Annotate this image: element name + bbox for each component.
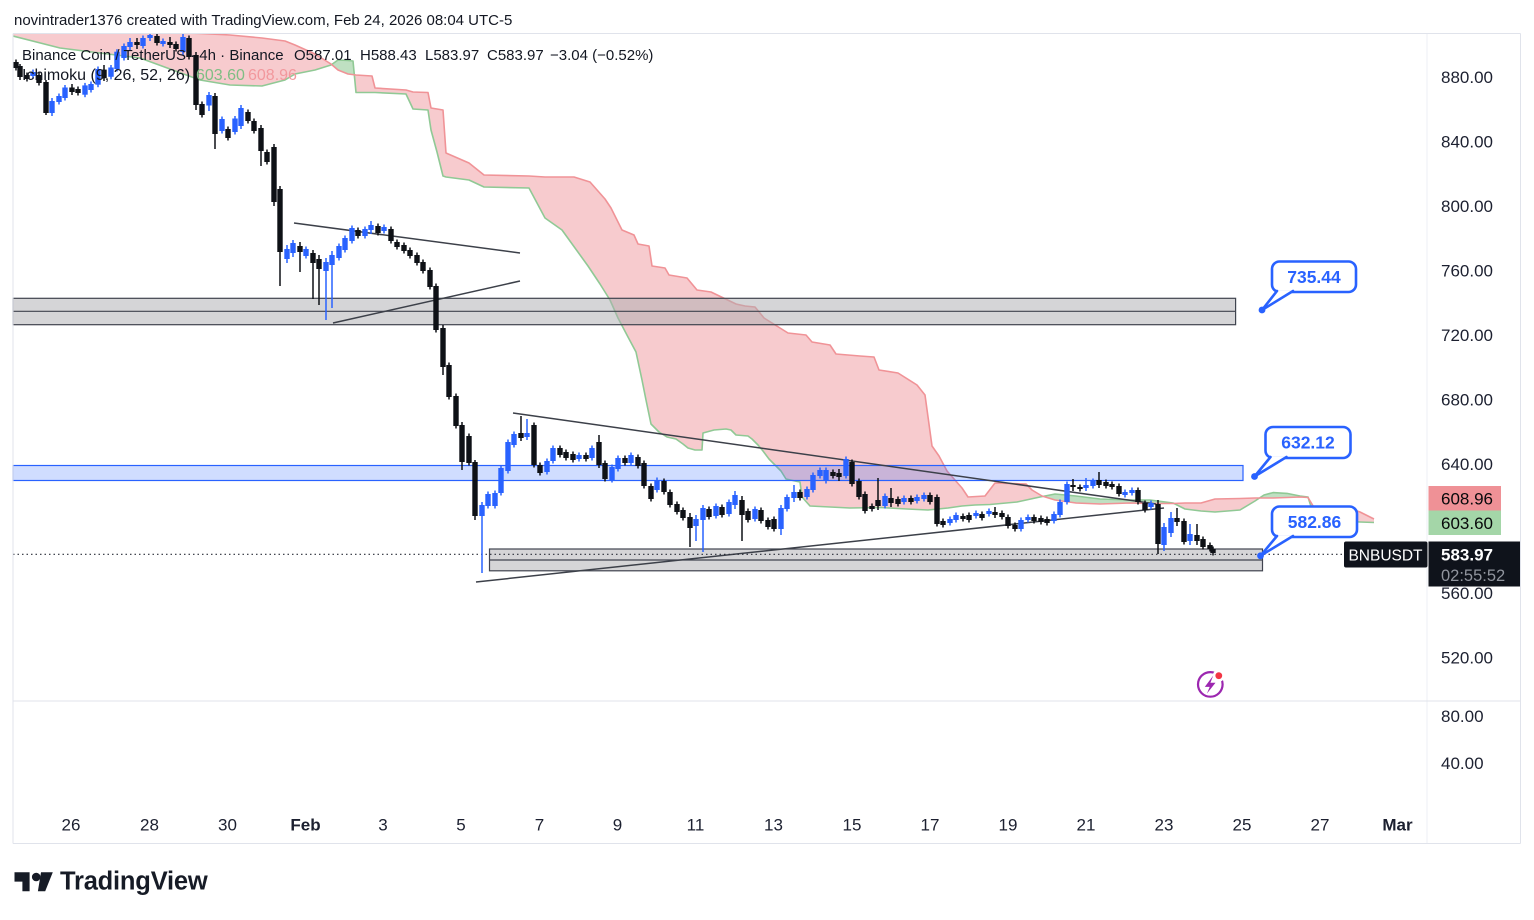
svg-text:19: 19 — [999, 816, 1018, 835]
svg-text:Feb: Feb — [290, 816, 320, 835]
svg-text:680.00: 680.00 — [1441, 391, 1493, 410]
svg-text:15: 15 — [843, 816, 862, 835]
svg-text:583.97: 583.97 — [1441, 546, 1493, 565]
svg-text:02:55:52: 02:55:52 — [1441, 567, 1505, 585]
svg-text:632.12: 632.12 — [1281, 433, 1335, 453]
svg-text:13: 13 — [764, 816, 783, 835]
svg-text:11: 11 — [687, 816, 705, 835]
svg-text:40.00: 40.00 — [1441, 754, 1484, 773]
svg-text:Ichimoku (9, 26, 52, 26)603.60: Ichimoku (9, 26, 52, 26) 603.60 608.96 — [22, 67, 297, 84]
svg-text:880.00: 880.00 — [1441, 68, 1493, 87]
svg-text:28: 28 — [140, 816, 159, 835]
svg-text:560.00: 560.00 — [1441, 584, 1493, 603]
svg-text:21: 21 — [1077, 816, 1096, 835]
svg-text:735.44: 735.44 — [1287, 267, 1341, 287]
svg-text:novintrader1376 created with T: novintrader1376 created with TradingView… — [14, 12, 512, 29]
svg-text:25: 25 — [1233, 816, 1252, 835]
svg-text:582.86: 582.86 — [1288, 512, 1342, 532]
svg-text:3: 3 — [378, 816, 387, 835]
svg-text:BNBUSDT: BNBUSDT — [1348, 548, 1423, 565]
svg-text:840.00: 840.00 — [1441, 133, 1493, 152]
svg-text:760.00: 760.00 — [1441, 262, 1493, 281]
svg-text:520.00: 520.00 — [1441, 649, 1493, 668]
svg-text:608.96: 608.96 — [1441, 490, 1493, 509]
svg-text:27: 27 — [1311, 816, 1330, 835]
svg-text:Mar: Mar — [1382, 816, 1413, 835]
svg-text:9: 9 — [613, 816, 622, 835]
svg-text:7: 7 — [535, 816, 544, 835]
svg-text:80.00: 80.00 — [1441, 707, 1484, 726]
svg-text:603.60: 603.60 — [1441, 514, 1493, 533]
svg-text:5: 5 — [456, 816, 465, 835]
svg-text:TradingView: TradingView — [60, 868, 208, 896]
svg-text:800.00: 800.00 — [1441, 197, 1493, 216]
svg-text:23: 23 — [1155, 816, 1174, 835]
svg-text:17: 17 — [921, 816, 940, 835]
svg-text:Binance Coin / TetherUS · 4h ·: Binance Coin / TetherUS · 4h · Binance O5… — [22, 47, 653, 64]
svg-text:26: 26 — [62, 816, 81, 835]
svg-text:720.00: 720.00 — [1441, 326, 1493, 345]
svg-text:640.00: 640.00 — [1441, 455, 1493, 474]
svg-text:30: 30 — [218, 816, 237, 835]
